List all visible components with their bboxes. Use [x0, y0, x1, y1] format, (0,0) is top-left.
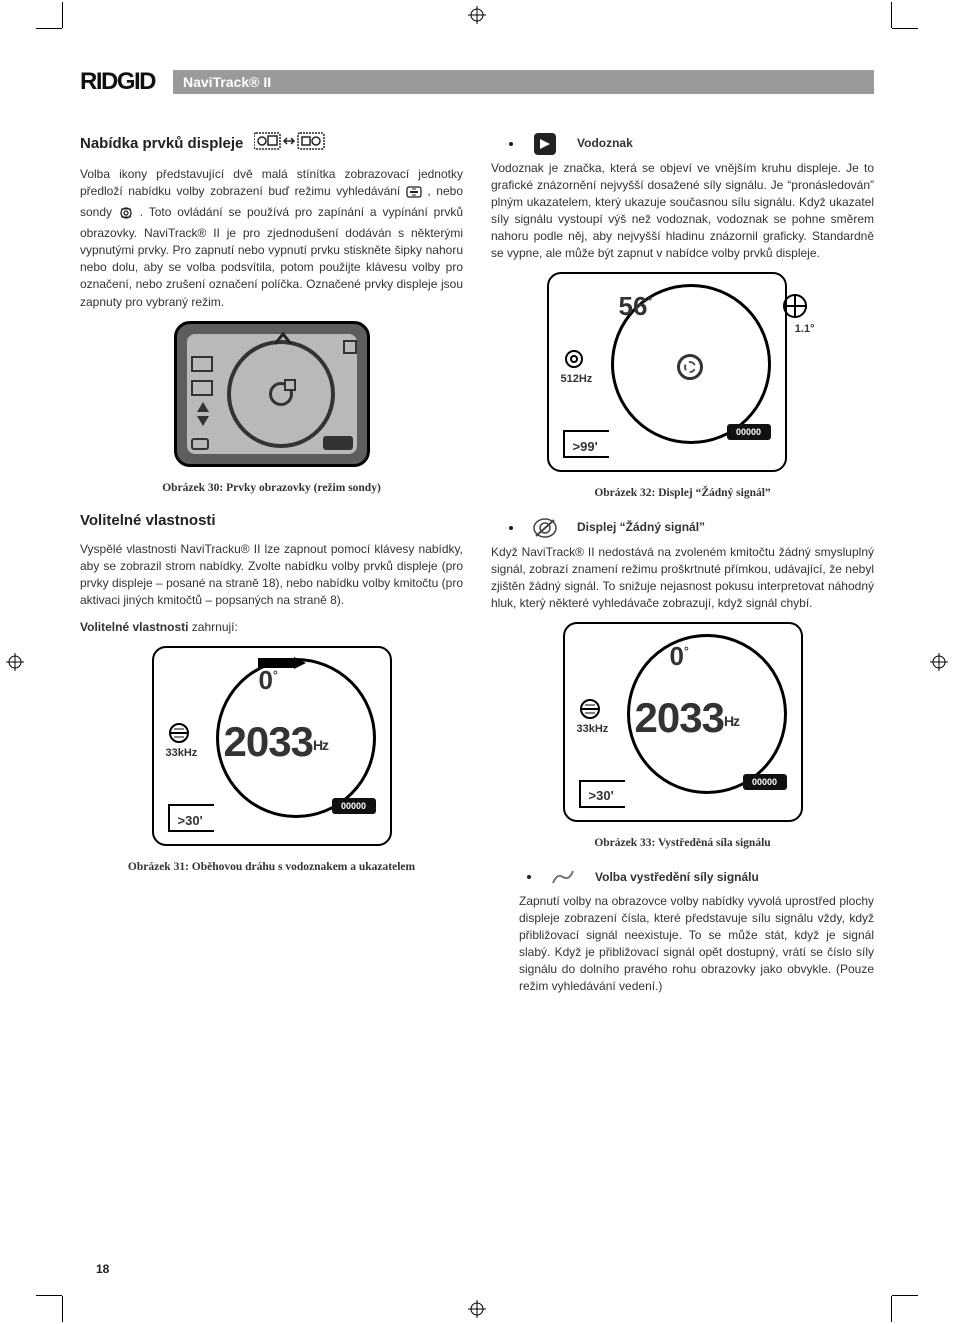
counter-box: 00000	[332, 798, 376, 814]
frequency-label: 512Hz	[561, 372, 593, 388]
bullet-dot	[509, 526, 513, 530]
right-column: Vodoznak Vodoznak je značka, která se ob…	[491, 128, 874, 1005]
section-heading-display-menu: Nabídka prvků displeje	[80, 132, 463, 156]
figure-33: 0° 2033Hz 33kHz 30' 00000	[491, 622, 874, 827]
sonde-mode-icon	[118, 206, 134, 225]
crop-mark	[36, 1295, 62, 1296]
page-header: RIDGID NaviTrack® II	[80, 70, 874, 94]
body-text: Vyspělé vlastnosti NaviTracku® II lze za…	[80, 541, 463, 609]
frequency-label: 33kHz	[577, 722, 609, 738]
pole-icon	[271, 332, 295, 346]
frequency-icon	[579, 698, 601, 720]
signal-strength-value: 2033Hz	[224, 712, 329, 772]
bullet-center-signal: Volba vystředění síly signálu	[527, 865, 874, 889]
frequency-icon	[168, 722, 190, 744]
include-label: Volitelné vlastnosti zahrnují:	[80, 619, 463, 636]
depth-value: 99'	[573, 438, 598, 456]
figure-caption: Obrázek 32: Displej “Žádný signál”	[491, 485, 874, 501]
section-heading-optional: Volitelné vlastnosti	[80, 510, 463, 531]
bullet-nosignal: Displej “Žádný signál”	[509, 516, 874, 540]
body-text: Zapnutí volby na obrazovce volby nabídky…	[519, 893, 874, 995]
brand-logo: RIDGID	[80, 70, 155, 94]
watermark-indicator-icon	[258, 656, 308, 670]
text-run: . Toto ovládání se používá pro zapínání …	[80, 205, 463, 308]
crop-mark	[892, 28, 918, 29]
text-run: zahrnují:	[188, 620, 237, 634]
no-signal-icon	[527, 516, 563, 540]
signal-strength-value: 2033Hz	[635, 688, 740, 748]
depth-value: 30'	[178, 812, 203, 830]
angle-value: 56°	[619, 288, 653, 325]
heading-text: Nabídka prvků displeje	[80, 135, 243, 152]
tilt-value: 1.1°	[795, 322, 815, 338]
body-text: Vodoznak je značka, která se objeví ve v…	[491, 160, 874, 262]
product-name: NaviTrack® II	[183, 74, 271, 90]
counter-box: 00000	[727, 424, 771, 440]
center-signal-icon	[545, 865, 581, 889]
bullet-dot	[527, 875, 531, 879]
registration-mark-icon	[930, 653, 948, 671]
bullet-label: Vodoznak	[577, 135, 633, 152]
crop-mark	[62, 2, 63, 28]
body-text: Volba ikony představující dvě malá stíní…	[80, 166, 463, 310]
page: RIDGID NaviTrack® II Nabídka prvků displ…	[0, 0, 954, 1324]
figure-32: 56° 512Hz 99' 00000 1.1°	[491, 272, 874, 477]
crop-mark	[891, 2, 892, 28]
bullet-dot	[509, 142, 513, 146]
no-signal-icon	[677, 354, 703, 380]
trace-mode-icon	[406, 185, 422, 204]
body-text: Když NaviTrack® II nedostává na zvoleném…	[491, 544, 874, 612]
registration-mark-icon	[6, 653, 24, 671]
figure-30	[80, 321, 463, 472]
figure-caption: Obrázek 33: Vystředěná síla signálu	[491, 835, 874, 851]
counter-box: 00000	[743, 774, 787, 790]
crop-mark	[62, 1296, 63, 1322]
frequency-label: 33kHz	[166, 746, 198, 762]
device-screen	[174, 321, 370, 467]
depth-value: 30'	[589, 787, 614, 805]
bullet-label: Volba vystředění síly signálu	[595, 869, 759, 886]
two-column-layout: Nabídka prvků displeje Volba ikony předs…	[80, 128, 874, 1005]
crop-mark	[36, 28, 62, 29]
registration-mark-icon	[468, 1300, 486, 1318]
figure-caption: Obrázek 30: Prvky obrazovky (režim sondy…	[80, 480, 463, 496]
figure-caption: Obrázek 31: Oběhovou dráhu s vodoznakem …	[80, 859, 463, 875]
sonde-icon	[563, 348, 585, 370]
registration-mark-icon	[468, 6, 486, 24]
page-number: 18	[96, 1262, 109, 1276]
crop-mark	[891, 1296, 892, 1322]
target-icon	[781, 292, 809, 320]
crop-mark	[892, 1295, 918, 1296]
angle-value: 0°	[670, 638, 689, 675]
title-bar: NaviTrack® II	[173, 70, 874, 94]
bold-text: Volitelné vlastnosti	[80, 620, 188, 634]
figure-31: 0° 2033Hz 33kHz 30' 00000	[80, 646, 463, 851]
left-column: Nabídka prvků displeje Volba ikony předs…	[80, 128, 463, 1005]
watermark-icon	[527, 132, 563, 156]
bullet-label: Displej “Žádný signál”	[577, 519, 705, 536]
bullet-vodoznak: Vodoznak	[509, 132, 874, 156]
display-menu-icon	[254, 132, 326, 156]
